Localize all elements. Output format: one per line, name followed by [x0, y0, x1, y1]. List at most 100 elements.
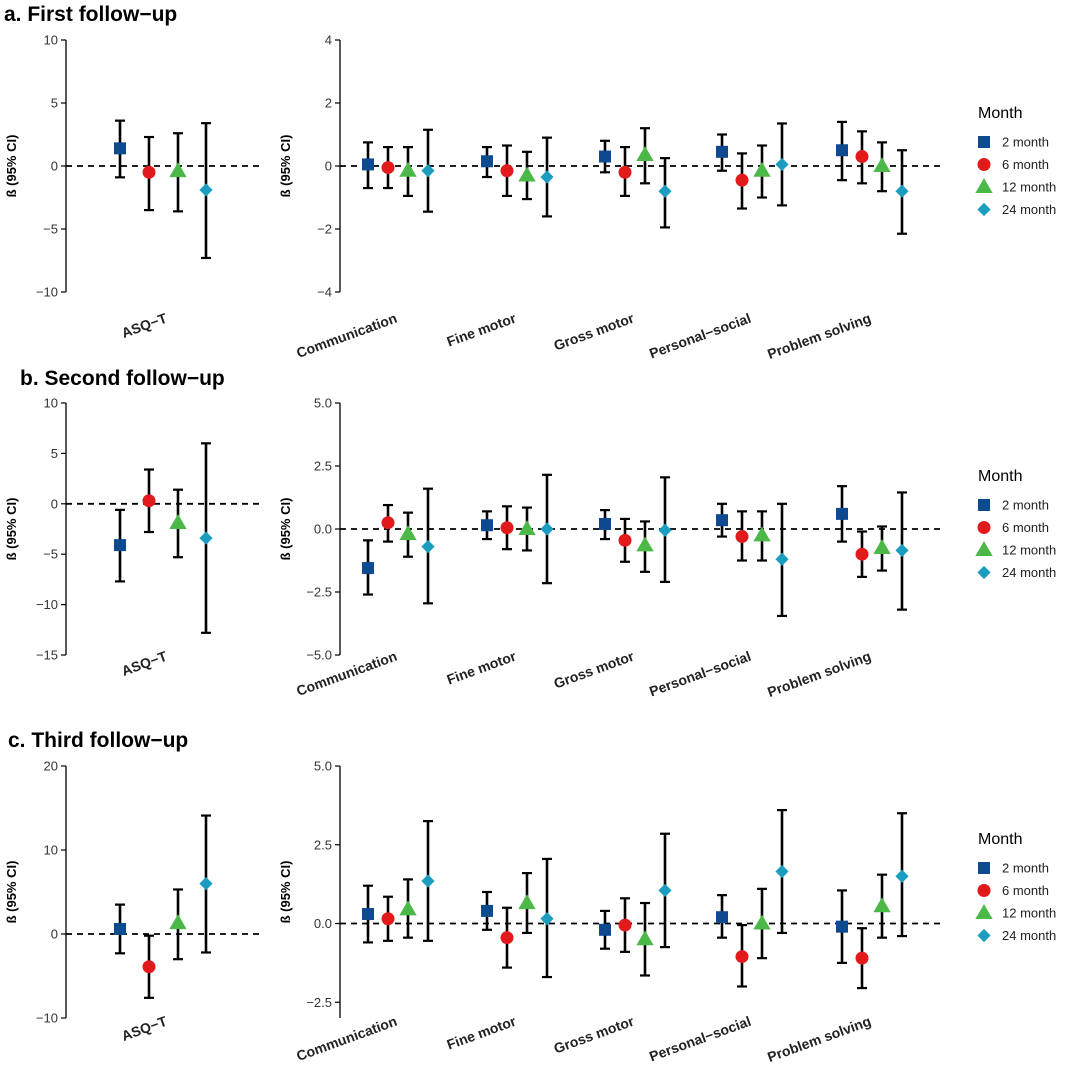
y-tick-label-2-left-2: 10: [44, 843, 58, 858]
panel-2-right: −2.5 0.0 2.5 5.0 ß (95% CI) Communication Fine…: [278, 759, 940, 1065]
point-1-right-12-month-3: [753, 526, 771, 542]
point-0-right-12-month-3: [753, 161, 771, 177]
legend-marker-0-3: [977, 202, 991, 217]
y-tick-label-0-right-3: 2: [325, 96, 332, 111]
y-tick-label-1-right-0: −5.0: [306, 648, 332, 663]
y-tick-label-0-right-2: 0: [325, 159, 332, 174]
legend-title-1: Month: [978, 468, 1022, 485]
legend-label-0-3: 24 month: [1002, 202, 1056, 217]
point-1-right-24-month-0: [421, 540, 435, 554]
point-1-right-2-month-0: [362, 562, 374, 575]
legend-1: Month 2 month 6 month 12 month 24 month: [975, 468, 1056, 580]
point-2-right-6-month-0: [381, 912, 395, 926]
category-label-2-left-0: ASQ−T: [119, 1013, 169, 1044]
point-0-left-2-month-0: [114, 142, 126, 155]
point-1-right-24-month-1: [540, 522, 554, 536]
y-tick-label-2-left-0: −10: [36, 1011, 58, 1026]
point-2-right-6-month-3: [735, 950, 749, 964]
legend-marker-2-2: [975, 904, 993, 920]
point-1-right-6-month-4: [855, 547, 869, 561]
point-2-left-24-month-0: [199, 877, 213, 891]
point-0-right-12-month-4: [873, 157, 891, 173]
point-1-right-12-month-2: [636, 536, 654, 552]
y-tick-label-1-left-3: 0: [51, 496, 58, 511]
legend-title-0: Month: [978, 105, 1022, 122]
point-1-right-12-month-1: [518, 520, 536, 536]
legend-marker-0-1: [977, 158, 991, 171]
y-tick-label-0-left-3: 5: [51, 96, 58, 111]
y-tick-label-2-left-3: 20: [44, 759, 58, 774]
category-label-2-right-0: Communication: [294, 1013, 399, 1064]
y-tick-label-2-right-2: 2.5: [314, 837, 332, 852]
point-2-right-12-month-0: [399, 900, 417, 916]
point-2-right-12-month-3: [753, 914, 771, 930]
point-0-right-24-month-3: [775, 157, 789, 172]
point-0-right-24-month-0: [421, 164, 435, 178]
category-label-0-right-1: Fine motor: [445, 310, 519, 350]
panel-0-left: −10 −5 0 5 10 ß (95% CI) ASQ−T: [4, 33, 262, 341]
y-tick-label-2-right-3: 5.0: [314, 759, 332, 774]
point-1-right-2-month-1: [481, 519, 493, 532]
y-tick-label-1-left-2: −5: [43, 547, 58, 562]
legend-marker-0-0: [978, 136, 990, 148]
y-tick-label-1-right-4: 5.0: [314, 396, 332, 411]
y-tick-label-0-right-0: −4: [317, 285, 332, 300]
legend-0: Month 2 month 6 month 12 month 24 month: [975, 105, 1056, 217]
legend-label-1-1: 6 month: [1002, 520, 1049, 535]
point-2-right-2-month-2: [599, 923, 611, 936]
legend-marker-1-2: [975, 541, 993, 557]
category-label-1-right-1: Fine motor: [445, 648, 519, 688]
point-0-right-2-month-4: [836, 144, 848, 157]
panel-title-0: a. First follow−up: [4, 3, 177, 26]
category-label-1-right-2: Gross motor: [552, 648, 637, 692]
category-label-1-right-3: Personal−social: [647, 648, 753, 700]
legend-marker-2-1: [977, 884, 991, 897]
point-0-right-2-month-3: [716, 145, 728, 158]
panel-title-2: c. Third follow−up: [8, 729, 188, 752]
legend-2: Month 2 month 6 month 12 month 24 month: [975, 831, 1056, 943]
point-0-right-12-month-1: [518, 166, 536, 182]
y-tick-label-1-left-5: 10: [44, 396, 58, 411]
point-2-right-24-month-3: [775, 864, 789, 879]
point-1-left-2-month-0: [114, 539, 126, 552]
category-label-0-right-2: Gross motor: [552, 310, 637, 354]
y-axis-title-1-left: ß (95% CI): [4, 498, 19, 561]
legend-label-1-3: 24 month: [1002, 565, 1056, 580]
point-1-right-6-month-1: [500, 521, 514, 535]
category-label-1-right-4: Problem solving: [765, 648, 873, 700]
point-1-right-12-month-0: [399, 525, 417, 541]
point-0-right-24-month-4: [895, 184, 909, 198]
legend-marker-1-3: [977, 565, 991, 580]
y-tick-label-2-left-1: 0: [51, 927, 58, 942]
point-0-left-24-month-0: [199, 183, 213, 197]
point-0-right-2-month-2: [599, 150, 611, 163]
point-0-right-24-month-1: [540, 170, 554, 184]
point-0-right-12-month-0: [399, 161, 417, 177]
point-1-right-6-month-0: [381, 516, 395, 530]
legend-marker-0-2: [975, 178, 993, 194]
y-tick-label-1-right-1: −2.5: [306, 585, 332, 600]
point-1-left-24-month-0: [199, 531, 213, 545]
category-label-0-right-4: Problem solving: [765, 310, 873, 362]
category-label-2-right-1: Fine motor: [445, 1013, 519, 1053]
legend-marker-1-1: [977, 521, 991, 534]
category-label-2-right-4: Problem solving: [765, 1013, 873, 1065]
point-2-right-24-month-4: [895, 869, 909, 883]
point-2-right-12-month-1: [518, 894, 536, 910]
panel-2-left: −10 0 10 20 ß (95% CI) ASQ−T: [4, 759, 262, 1044]
point-1-left-12-month-0: [169, 514, 187, 529]
category-label-0-right-0: Communication: [294, 310, 399, 361]
y-tick-label-0-left-1: −5: [43, 222, 58, 237]
point-2-right-2-month-3: [716, 911, 728, 924]
panel-1-right: −5.0−2.50.02.55.0ß (95% CI)Communication…: [278, 396, 940, 700]
point-1-right-2-month-3: [716, 514, 728, 527]
panel-0-right: −4 −2 0 2 4 ß (95% CI) Communication Fine motor…: [278, 33, 940, 362]
legend-label-2-0: 2 month: [1002, 861, 1049, 876]
point-2-right-2-month-0: [362, 908, 374, 921]
y-tick-label-2-right-0: −2.5: [306, 995, 332, 1010]
legend-label-1-0: 2 month: [1002, 498, 1049, 513]
point-2-right-24-month-2: [658, 883, 672, 898]
point-2-right-24-month-0: [421, 874, 435, 888]
y-tick-label-0-right-4: 4: [325, 33, 332, 48]
